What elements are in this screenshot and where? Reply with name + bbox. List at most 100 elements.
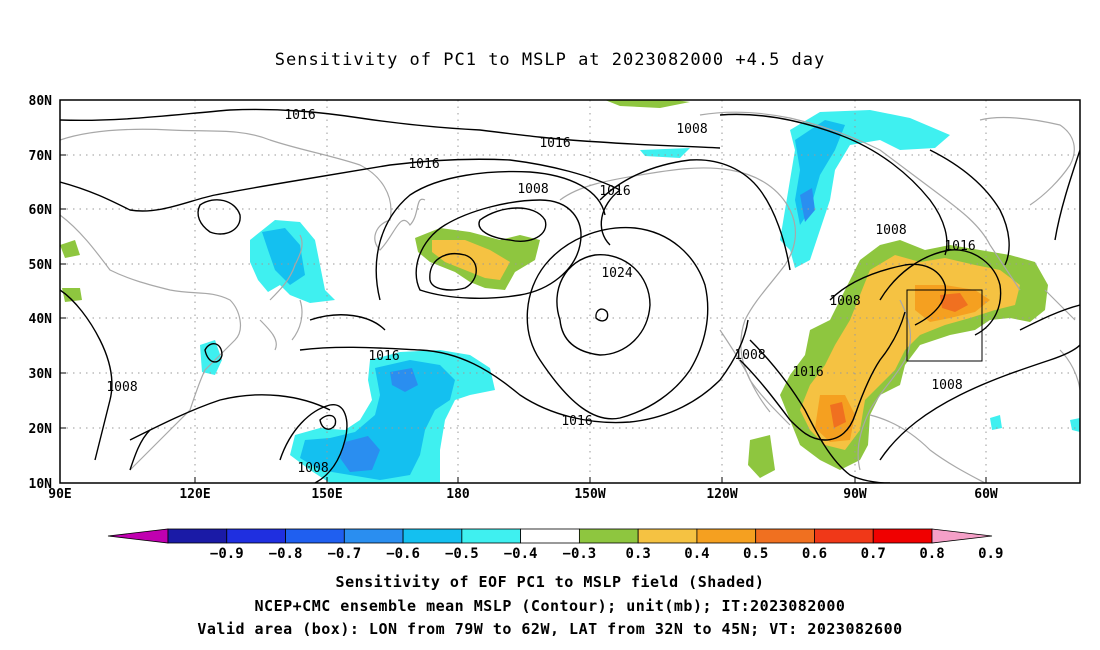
- lat-label: 20N: [29, 422, 53, 437]
- shade-central-green: [748, 435, 775, 478]
- colorbar-label: 0.3: [626, 546, 651, 562]
- ticks: [60, 99, 987, 484]
- contour-1008-low-inner2: [478, 207, 547, 242]
- shade-na-red: [830, 293, 968, 428]
- contour-1008-low-inner: [429, 253, 477, 291]
- contour-label: 1016: [561, 414, 592, 429]
- contour-label: 1016: [539, 136, 570, 151]
- lat-labels: 80N 70N 60N 50N 40N 30N 20N 10N: [29, 94, 53, 492]
- lat-label: 50N: [29, 258, 53, 273]
- colorbar-swatch: [520, 528, 580, 544]
- shade-arctic-green: [605, 100, 690, 108]
- lon-label: 180: [446, 487, 470, 502]
- contour-1008-east: [1019, 149, 1080, 331]
- contour-label: 1008: [931, 378, 962, 393]
- contour-1016-east: [929, 149, 1010, 266]
- contour-label: 1008: [734, 348, 765, 363]
- colorbar-label: −0.5: [445, 546, 479, 562]
- colorbar-label: −0.6: [386, 546, 420, 562]
- shade-pacific-orange: [432, 240, 510, 280]
- colorbar-label: 0.7: [861, 546, 886, 562]
- contour-label: 1016: [284, 108, 315, 123]
- contour-1008-na2: [829, 263, 947, 326]
- colorbar-label: 0.5: [743, 546, 768, 562]
- colorbar-label: −0.7: [327, 546, 361, 562]
- lat-label: 30N: [29, 367, 53, 382]
- contour-1008-pac2: [309, 314, 386, 331]
- coast-japan: [259, 234, 303, 351]
- contour-1008-labrador: [719, 113, 948, 256]
- colorbar-label: 0.8: [919, 546, 944, 562]
- contour-1024-high: [556, 254, 651, 356]
- contour-1016-curve: [129, 429, 151, 471]
- contour-1016-alaska: [600, 189, 621, 246]
- lat-label: 80N: [29, 94, 53, 109]
- contour-label: 1016: [368, 349, 399, 364]
- map-frame: [59, 99, 1081, 484]
- lon-label: 60W: [974, 487, 998, 502]
- shade-japan-blue: [262, 228, 305, 285]
- lon-labels: 90E 120E 150E 180 150W 120W 90W 60W: [48, 487, 998, 502]
- contour-label: 1008: [875, 223, 906, 238]
- shade-arctic-cyan: [640, 148, 690, 158]
- shade-atlantic-cyan: [990, 415, 1080, 432]
- lon-label: 120E: [179, 487, 210, 502]
- valid-area-box: [906, 289, 983, 362]
- mslp-contours: [60, 108, 1080, 483]
- coast-europe: [1044, 289, 1080, 391]
- grid-lines: [60, 100, 1080, 483]
- contour-1016-pac: [129, 394, 331, 441]
- contour-1016-na: [749, 339, 891, 483]
- contour-japan-low: [204, 343, 223, 363]
- coast-alaska: [559, 167, 797, 426]
- contour-1016-na2: [879, 249, 1002, 336]
- lon-label: 90W: [843, 487, 867, 502]
- coast-canada: [699, 111, 1021, 291]
- contour-1008-low: [415, 199, 582, 299]
- coast-baja: [719, 329, 771, 413]
- contour-1008-atl: [879, 344, 1080, 461]
- caption-line-3: Valid area (box): LON from 79W to 62W, L…: [197, 620, 903, 638]
- shade-subtropic-blue: [300, 360, 455, 480]
- colorbar-label: −0.3: [563, 546, 597, 562]
- lon-label: 90E: [48, 487, 71, 502]
- contour-label: 1024: [601, 266, 632, 281]
- colorbar-swatch: [285, 528, 345, 544]
- colorbar-label: 0.9: [978, 546, 1003, 562]
- lat-label: 60N: [29, 203, 53, 218]
- contour-label: 1016: [408, 157, 439, 172]
- colorbar-label: 0.6: [802, 546, 827, 562]
- contour-asia-low: [197, 199, 241, 235]
- contour-label-group: 1016 1016 1016 1016 1008 1008 1024 1016 …: [106, 108, 975, 476]
- colorbar-label: 0.4: [684, 546, 709, 562]
- contour-label: 1008: [297, 461, 328, 476]
- coast-greenland: [979, 116, 1075, 206]
- contour-label: 1008: [829, 294, 860, 309]
- colorbar-label: −0.4: [504, 546, 538, 562]
- colorbar-arrow-high: [931, 528, 993, 544]
- lat-label: 40N: [29, 312, 53, 327]
- shade-canada-dark: [800, 188, 815, 222]
- shade-subtropic-darkblue: [340, 368, 418, 472]
- lat-label: 70N: [29, 149, 53, 164]
- colorbar-swatch: [872, 528, 933, 544]
- contour-1008-pac-inner: [319, 414, 337, 430]
- lon-label: 150E: [311, 487, 342, 502]
- contour-label: 1016: [599, 184, 630, 199]
- contour-1016-ring: [375, 170, 606, 301]
- colorbar-swatch: [461, 528, 522, 544]
- contour-1024-inner: [595, 308, 609, 322]
- contour-1016-high: [526, 226, 709, 420]
- figure-title: Sensitivity of PC1 to MSLP at 2023082000…: [274, 50, 826, 70]
- contour-1016-mid: [60, 158, 621, 212]
- colorbar-label: −0.8: [269, 546, 303, 562]
- colorbar-swatch: [696, 528, 757, 544]
- contour-label: 1016: [792, 365, 823, 380]
- colorbar: −0.9 −0.8 −0.7 −0.6 −0.5 −0.4 −0.3 0.3 0.4 0.5 0.6…: [107, 528, 1003, 562]
- colorbar-label: −0.9: [210, 546, 244, 562]
- lat-label: 10N: [29, 477, 53, 492]
- lon-label: 120W: [706, 487, 737, 502]
- shade-na-darkorange: [815, 285, 990, 442]
- contour-1016-big: [299, 319, 749, 424]
